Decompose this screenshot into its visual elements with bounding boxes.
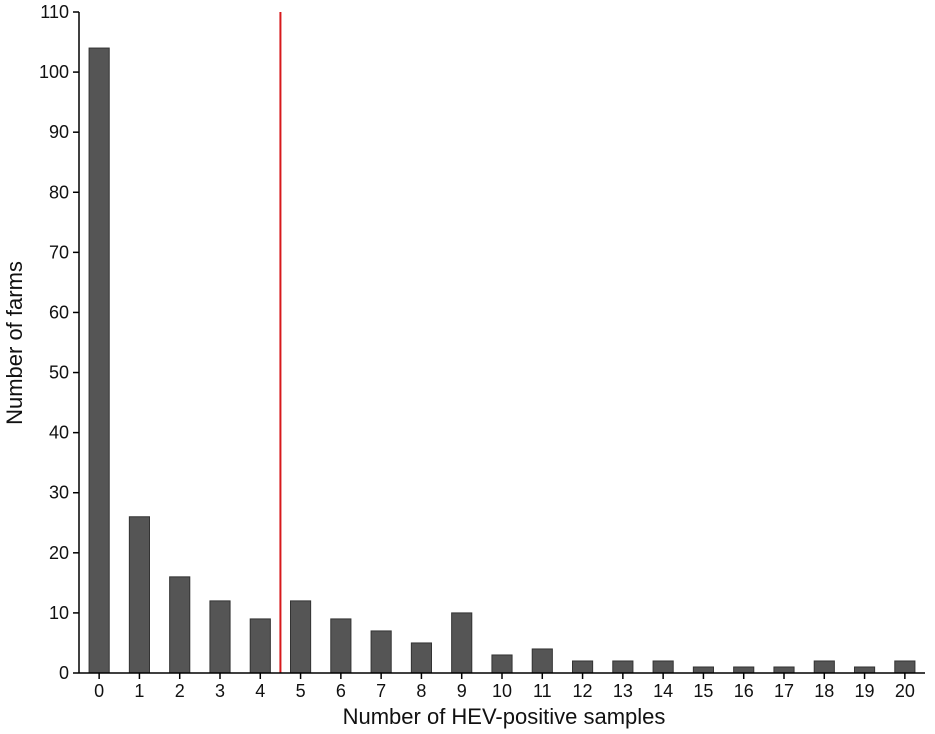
bar-8 bbox=[410, 642, 433, 674]
y-tick-label-70: 70 bbox=[49, 242, 69, 262]
y-tick-label-60: 60 bbox=[49, 302, 69, 322]
bar-20 bbox=[894, 660, 916, 674]
bar-9 bbox=[451, 612, 473, 674]
y-tick-label-100: 100 bbox=[39, 62, 69, 82]
x-tick-label-13: 13 bbox=[613, 681, 633, 701]
bar-4 bbox=[249, 618, 271, 674]
y-tick-label-0: 0 bbox=[59, 663, 69, 683]
x-tick-label-4: 4 bbox=[255, 681, 265, 701]
bar-14 bbox=[652, 660, 674, 674]
bar-13 bbox=[612, 660, 634, 674]
y-tick-label-80: 80 bbox=[49, 182, 69, 202]
y-tick-label-20: 20 bbox=[49, 543, 69, 563]
y-axis-title: Number of farms bbox=[2, 261, 27, 425]
x-tick-label-19: 19 bbox=[855, 681, 875, 701]
x-tick-label-9: 9 bbox=[457, 681, 467, 701]
x-tick-label-5: 5 bbox=[296, 681, 306, 701]
bar-7 bbox=[370, 630, 392, 674]
x-tick-label-20: 20 bbox=[895, 681, 915, 701]
bar-5 bbox=[290, 600, 312, 674]
bar-12 bbox=[572, 660, 594, 674]
axes-group bbox=[78, 12, 925, 674]
bar-16 bbox=[733, 666, 755, 674]
y-tick-label-10: 10 bbox=[49, 603, 69, 623]
x-tick-label-1: 1 bbox=[134, 681, 144, 701]
bar-11 bbox=[531, 648, 553, 674]
x-tick-label-17: 17 bbox=[774, 681, 794, 701]
x-tick-label-0: 0 bbox=[94, 681, 104, 701]
y-tick-label-90: 90 bbox=[49, 122, 69, 142]
x-tick-label-10: 10 bbox=[492, 681, 512, 701]
y-tick-label-40: 40 bbox=[49, 423, 69, 443]
bar-0 bbox=[88, 47, 110, 674]
bar-6 bbox=[330, 618, 352, 674]
x-tick-label-14: 14 bbox=[653, 681, 673, 701]
x-tick-label-15: 15 bbox=[693, 681, 713, 701]
x-tick-label-8: 8 bbox=[416, 681, 426, 701]
y-tick-label-30: 30 bbox=[49, 483, 69, 503]
x-tick-label-3: 3 bbox=[215, 681, 225, 701]
bar-19 bbox=[854, 666, 876, 674]
bar-10 bbox=[491, 654, 513, 674]
x-tick-label-12: 12 bbox=[573, 681, 593, 701]
x-tick-label-18: 18 bbox=[814, 681, 834, 701]
y-tick-label-50: 50 bbox=[49, 363, 69, 383]
bar-17 bbox=[773, 666, 795, 674]
bar-18 bbox=[813, 660, 835, 674]
x-tick-label-6: 6 bbox=[336, 681, 346, 701]
x-tick-label-2: 2 bbox=[175, 681, 185, 701]
x-tick-label-7: 7 bbox=[376, 681, 386, 701]
y-tick-label-110: 110 bbox=[40, 2, 69, 22]
bar-3 bbox=[209, 600, 231, 674]
x-tick-label-11: 11 bbox=[533, 681, 552, 701]
x-axis-title: Number of HEV-positive samples bbox=[343, 704, 666, 729]
x-tick-label-16: 16 bbox=[734, 681, 754, 701]
bar-15 bbox=[692, 666, 714, 674]
bars-group bbox=[88, 47, 916, 674]
bar-1 bbox=[128, 516, 151, 674]
y-ticks-group: 0 10 20 30 40 50 60 70 80 90 100 110 bbox=[39, 2, 79, 683]
bar-2 bbox=[169, 576, 191, 674]
x-ticks-group: 0 1 2 3 4 5 6 7 8 9 10 11 12 13 14 15 16 17 18 19 20 bbox=[94, 673, 915, 701]
